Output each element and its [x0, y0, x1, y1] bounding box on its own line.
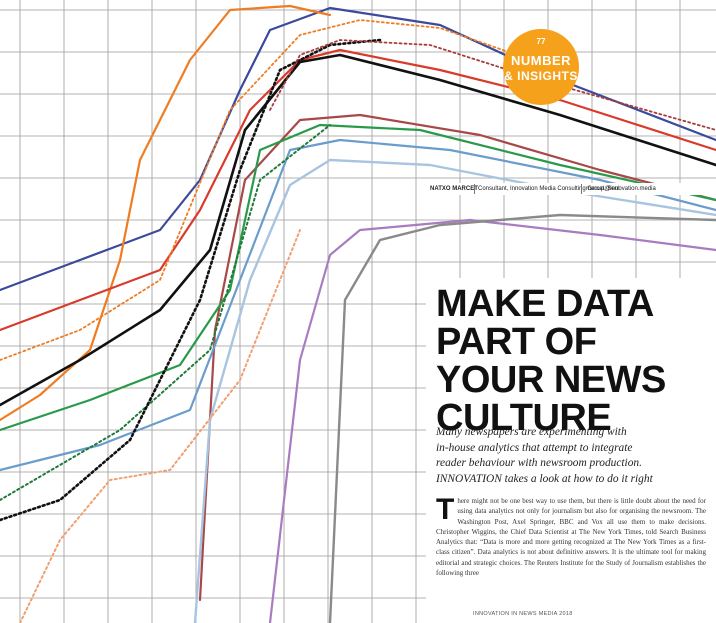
artwork-line	[268, 218, 716, 623]
byline-divider	[474, 184, 475, 194]
author-email: marcet@innovation.media	[586, 186, 656, 192]
section-label-line2: & INSIGHTS	[504, 69, 578, 83]
standfirst-line: reader behaviour with newsroom productio…	[436, 457, 642, 470]
page-footer: INNOVATION IN NEWS MEDIA 2018	[473, 611, 573, 617]
headline-line: MAKE DATA	[436, 283, 654, 325]
artwork-line	[0, 123, 716, 432]
author-role: Consultant, Innovation Media Consulting …	[478, 186, 620, 192]
article-body: T here might not be one best way to use …	[436, 493, 706, 596]
body-text: here might not be one best way to use th…	[436, 497, 706, 578]
artwork-line	[0, 6, 716, 292]
artwork-line	[0, 124, 331, 501]
page-number: 77	[536, 37, 546, 46]
standfirst-line: Many newspapers are experimenting with	[436, 426, 627, 438]
headline: MAKE DATA PART OF YOUR NEWS CULTURE	[436, 285, 706, 437]
section-badge: 77 NUMBER & INSIGHTS	[503, 29, 579, 105]
artwork-line	[0, 138, 716, 472]
artwork-line	[0, 19, 561, 361]
standfirst: Many newspapers are experimenting with i…	[436, 425, 711, 487]
standfirst-line: INNOVATION takes a look at how to do it …	[436, 472, 653, 485]
standfirst-line: in-house analytics that attempt to integ…	[436, 441, 633, 454]
drop-cap: T	[436, 493, 455, 526]
artwork-line	[19, 229, 301, 623]
author-name: NATXO MARCET	[430, 186, 478, 192]
headline-line: PART OF	[436, 321, 597, 363]
artwork-line	[328, 213, 716, 623]
text-panel	[426, 278, 716, 623]
byline: NATXO MARCET Consultant, Innovation Medi…	[426, 183, 716, 195]
section-label-line1: NUMBER	[510, 53, 572, 68]
artwork-line	[0, 38, 382, 522]
byline-divider	[581, 184, 582, 194]
artwork-line	[0, 53, 716, 407]
headline-line: CULTURE	[436, 397, 612, 439]
headline-line: YOUR NEWS	[436, 359, 666, 401]
artwork-line	[0, 4, 332, 422]
